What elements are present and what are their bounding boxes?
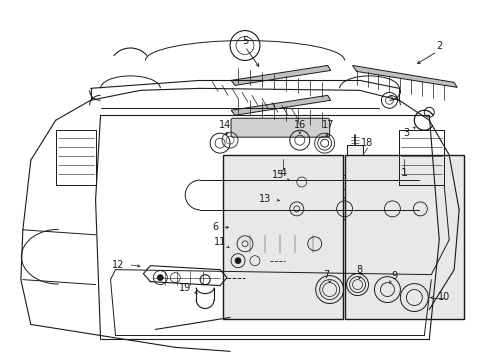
- Bar: [235, 230, 329, 258]
- Text: 10: 10: [437, 292, 449, 302]
- FancyBboxPatch shape: [282, 198, 435, 220]
- Text: 15: 15: [271, 170, 284, 180]
- Text: 1: 1: [400, 168, 407, 178]
- Circle shape: [235, 258, 241, 264]
- Text: 5: 5: [242, 36, 247, 46]
- Bar: [344, 155, 463, 319]
- Text: 19: 19: [179, 283, 191, 293]
- Polygon shape: [230, 95, 330, 115]
- Bar: [229, 250, 269, 272]
- Bar: [223, 155, 342, 319]
- Text: 7: 7: [323, 270, 329, 280]
- Bar: [346, 145, 362, 155]
- Text: 6: 6: [212, 222, 218, 232]
- Text: 8: 8: [356, 265, 362, 275]
- Text: 11: 11: [214, 237, 226, 247]
- Polygon shape: [352, 66, 456, 87]
- Text: 4: 4: [279, 168, 286, 178]
- Text: 9: 9: [390, 271, 397, 281]
- Text: 17: 17: [321, 120, 333, 130]
- Text: 3: 3: [403, 128, 408, 138]
- Text: 2: 2: [435, 41, 442, 50]
- Text: 14: 14: [219, 120, 231, 130]
- Polygon shape: [230, 66, 330, 85]
- Text: 13: 13: [258, 194, 270, 204]
- Text: 18: 18: [361, 138, 373, 148]
- Text: 12: 12: [112, 260, 124, 270]
- Bar: [294, 175, 349, 189]
- Circle shape: [157, 275, 163, 280]
- FancyBboxPatch shape: [230, 118, 329, 137]
- Text: 16: 16: [293, 120, 305, 130]
